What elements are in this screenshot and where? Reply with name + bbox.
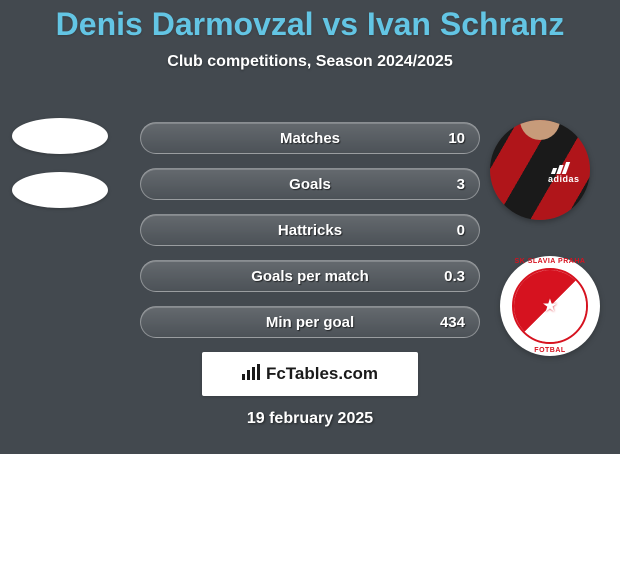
stat-label: Goals per match [141, 261, 479, 291]
stat-value-right: 0 [457, 215, 465, 245]
stats-list: Matches 10 Goals 3 Hattricks 0 Goals per… [140, 122, 480, 352]
club-text-top: SK SLAVIA PRAHA [500, 258, 600, 265]
club-text-bottom: FOTBAL [500, 347, 600, 354]
club-inner-icon: ★ [512, 268, 588, 344]
stat-value-right: 0.3 [444, 261, 465, 291]
player-photo: adidas [490, 120, 590, 220]
date-label: 19 february 2025 [0, 410, 620, 428]
page-title: Denis Darmovzal vs Ivan Schranz [0, 0, 620, 43]
placeholder-oval [12, 172, 108, 208]
adidas-logo-icon [552, 162, 574, 174]
comparison-card: Denis Darmovzal vs Ivan Schranz Club com… [0, 0, 620, 454]
placeholder-oval [12, 118, 108, 154]
stat-row-min-per-goal: Min per goal 434 [140, 306, 480, 338]
stat-row-goals: Goals 3 [140, 168, 480, 200]
stat-row-matches: Matches 10 [140, 122, 480, 154]
stat-value-right: 10 [448, 123, 465, 153]
source-site: FcTables.com [266, 364, 378, 384]
subtitle: Club competitions, Season 2024/2025 [0, 53, 620, 71]
jersey-brand: adidas [548, 174, 580, 184]
stat-label: Hattricks [141, 215, 479, 245]
stat-label: Goals [141, 169, 479, 199]
stat-label: Matches [141, 123, 479, 153]
stat-value-right: 3 [457, 169, 465, 199]
stat-row-goals-per-match: Goals per match 0.3 [140, 260, 480, 292]
left-player-placeholders [12, 118, 108, 226]
bar-chart-icon [242, 364, 260, 385]
source-badge: FcTables.com [202, 352, 418, 396]
club-badge: SK SLAVIA PRAHA ★ FOTBAL [500, 256, 600, 356]
stat-row-hattricks: Hattricks 0 [140, 214, 480, 246]
stat-value-right: 434 [440, 307, 465, 337]
star-icon: ★ [542, 296, 558, 317]
stat-label: Min per goal [141, 307, 479, 337]
